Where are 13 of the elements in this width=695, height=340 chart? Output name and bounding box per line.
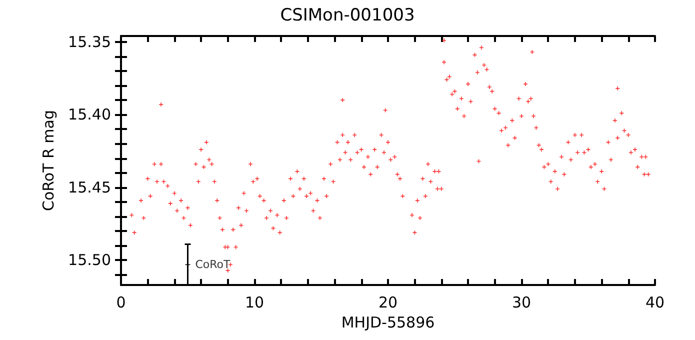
x-tick-label: 20 — [378, 294, 398, 312]
y-tick-label: 15.50 — [68, 251, 111, 270]
x-tick-label: 0 — [116, 294, 126, 312]
y-tick-label: 15.40 — [68, 106, 111, 124]
x-tick-label: 30 — [512, 294, 532, 312]
series-label: CoRoT — [195, 258, 231, 272]
x-tick-label: 40 — [645, 294, 665, 312]
y-tick-label: 15.35 — [68, 32, 111, 51]
x-tick-label: 10 — [244, 294, 264, 312]
chart-title: CSIMon-001003 — [280, 6, 415, 26]
y-tick-label: 15.45 — [68, 178, 111, 196]
y-axis-title: CoRoT R mag — [40, 110, 58, 212]
x-axis-title: MHJD-55896 — [341, 313, 435, 332]
